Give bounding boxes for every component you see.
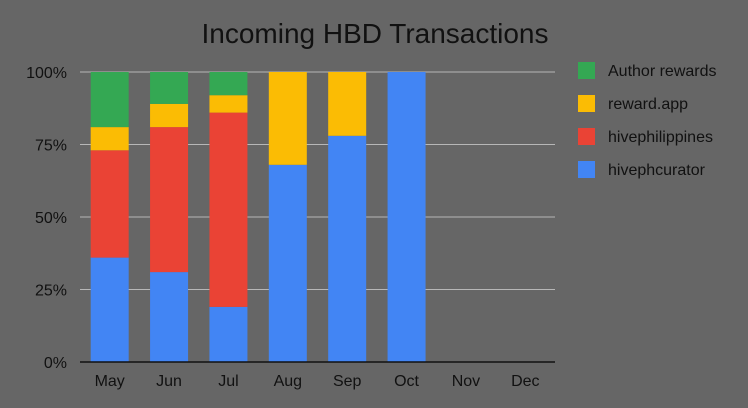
bar-segment: [268, 164, 307, 362]
y-tick-label: 0%: [44, 355, 67, 372]
bar-segment: [209, 95, 248, 113]
y-tick-label: 75%: [35, 138, 67, 155]
legend-swatch: [578, 128, 595, 145]
bar-segment: [90, 72, 129, 128]
y-axis-ticks: 0% 25% 50% 75% 100%: [26, 65, 67, 372]
bar-segment: [209, 112, 248, 307]
x-tick-label: Aug: [274, 373, 302, 390]
bar-segment: [150, 127, 189, 273]
x-tick-label: Dec: [511, 373, 539, 390]
bar-segment: [328, 135, 367, 362]
legend-label: hivephcurator: [608, 162, 706, 179]
bar-segment: [387, 72, 426, 362]
legend-label: reward.app: [608, 96, 688, 113]
x-tick-label: Oct: [394, 373, 419, 390]
legend-swatch: [578, 161, 595, 178]
bar-segment: [90, 150, 129, 258]
legend-label: hivephilippines: [608, 129, 713, 146]
x-tick-label: Jun: [156, 373, 182, 390]
bar-segment: [150, 103, 189, 128]
x-tick-label: Jul: [218, 373, 238, 390]
bar-segment: [209, 306, 248, 362]
x-tick-label: Nov: [452, 373, 480, 390]
y-tick-label: 100%: [26, 65, 67, 82]
x-axis-ticks: May Jun Jul Aug Sep Oct Nov Dec: [95, 373, 540, 390]
bar-segment: [209, 72, 248, 96]
bar-segment: [90, 127, 129, 151]
y-tick-label: 50%: [35, 210, 67, 227]
chart-title: Incoming HBD Transactions: [201, 18, 548, 49]
legend-label: Author rewards: [608, 63, 717, 80]
bars: [90, 72, 426, 362]
bar-segment: [328, 72, 367, 136]
bar-segment: [90, 257, 129, 362]
bar-segment: [150, 272, 189, 362]
x-tick-label: Sep: [333, 373, 362, 390]
x-tick-label: May: [95, 373, 125, 390]
bar-segment: [268, 72, 307, 165]
legend-swatch: [578, 62, 595, 79]
legend: Author rewards reward.app hivephilippines h…: [578, 62, 717, 179]
y-tick-label: 25%: [35, 283, 67, 300]
bar-segment: [150, 72, 189, 104]
legend-swatch: [578, 95, 595, 112]
